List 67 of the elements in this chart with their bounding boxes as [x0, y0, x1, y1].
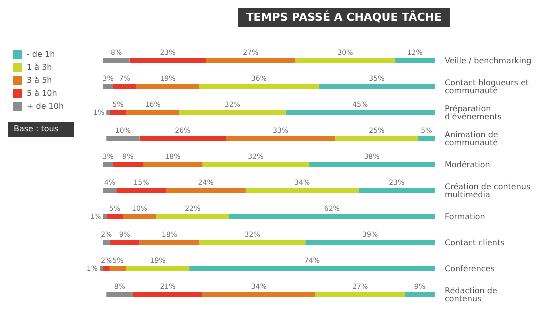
y-tick-label: Veille / benchmarking: [445, 56, 532, 66]
bar: [202, 292, 316, 298]
y-tick-label: Création de contenus multimédia: [445, 182, 534, 200]
bar: [103, 214, 107, 220]
legend-label: + de 10h: [27, 102, 64, 111]
y-tick-label: Contact blogueurs et communauté: [445, 78, 532, 96]
bar: [133, 292, 203, 298]
bar: [106, 110, 110, 116]
y-tick-label: Rédaction de contenus: [445, 286, 500, 304]
bar: [100, 266, 104, 272]
chart-title: TEMPS PASSÉ A CHAQUE TÂCHE: [246, 10, 442, 24]
bar: [206, 58, 296, 64]
bar: [106, 136, 140, 142]
legend-label: - de 1h: [27, 50, 56, 59]
bar: [190, 266, 435, 272]
bar: [200, 240, 306, 246]
bar: [103, 58, 130, 64]
bar: [103, 240, 110, 246]
bar: [318, 84, 435, 90]
bar: [103, 188, 117, 194]
bar: [110, 266, 127, 272]
bar: [200, 84, 319, 90]
bar: [226, 136, 336, 142]
bar: [110, 240, 140, 246]
bar: [202, 162, 309, 168]
bar: [113, 162, 144, 168]
bar: [136, 84, 200, 90]
bar: [166, 188, 246, 194]
bar: [229, 214, 435, 220]
y-tick-label: Animation de communauté: [445, 130, 501, 148]
bar: [103, 266, 110, 272]
bar: [308, 162, 435, 168]
bar: [140, 136, 226, 142]
y-tick-label: Conférences: [445, 264, 495, 274]
y-tick-label: Modération: [445, 160, 490, 170]
y-tick-label: Préparation d'événements: [445, 104, 502, 122]
bar: [286, 110, 435, 116]
bar: [140, 240, 200, 246]
bar: [296, 58, 396, 64]
bar: [246, 188, 359, 194]
bar: [116, 188, 166, 194]
bar: [106, 214, 124, 220]
bar: [306, 240, 435, 246]
bar: [103, 162, 114, 168]
bar: [113, 84, 136, 90]
bar: [316, 292, 406, 298]
bar: [335, 136, 418, 142]
bar: [156, 214, 230, 220]
bar: [358, 188, 435, 194]
bar: [123, 214, 156, 220]
legend-label: 1 à 3h: [27, 63, 52, 72]
bar: [180, 110, 286, 116]
bar: [130, 58, 206, 64]
legend-label: 3 à 5h: [27, 76, 52, 85]
bar: [110, 110, 127, 116]
bar: [106, 292, 134, 298]
bar: [418, 136, 435, 142]
bar: [405, 292, 435, 298]
y-tick-label: Formation: [445, 212, 486, 222]
bar: [143, 162, 203, 168]
bar: [126, 266, 190, 272]
legend-label: 5 à 10h: [27, 89, 58, 98]
bar: [126, 110, 180, 116]
y-tick-label: Contact clients: [445, 238, 505, 248]
bar: [395, 58, 435, 64]
text: Base : tous: [14, 124, 59, 134]
bar: [103, 84, 114, 90]
